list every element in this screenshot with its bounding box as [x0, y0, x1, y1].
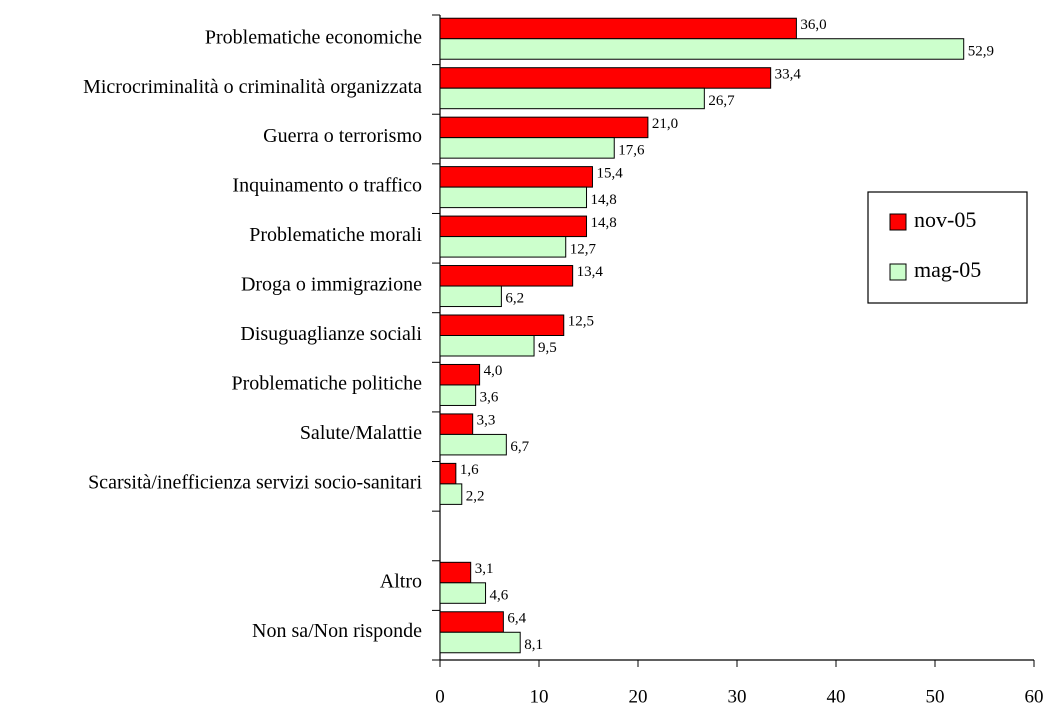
value-label: 36,0 — [800, 17, 826, 33]
category-label: Disuguaglianze sociali — [240, 323, 422, 345]
value-label: 6,7 — [510, 439, 529, 455]
value-label: 4,6 — [490, 587, 509, 603]
bar — [439, 265, 574, 287]
bar — [439, 285, 502, 308]
value-label: 3,3 — [477, 413, 496, 429]
category-label: Inquinamento o traffico — [232, 175, 422, 197]
value-label: 6,4 — [507, 610, 526, 626]
bar — [439, 87, 705, 110]
x-tick-label: 60 — [1025, 686, 1044, 707]
category-label: Scarsità/inefficienza servizi socio-sani… — [88, 471, 422, 493]
bar — [439, 17, 797, 40]
bar — [439, 137, 615, 159]
value-label: 26,7 — [708, 93, 735, 109]
category-label: Problematiche politiche — [232, 373, 423, 395]
category-label: Microcriminalità o criminalità organizza… — [83, 76, 422, 98]
legend-label: mag-05 — [914, 257, 981, 282]
x-tick-label: 0 — [435, 686, 445, 707]
bar — [439, 166, 593, 188]
bar — [439, 433, 507, 456]
legend-label: nov-05 — [914, 207, 976, 232]
category-label: Non sa/Non risponde — [252, 620, 422, 642]
value-label: 14,8 — [591, 215, 617, 231]
value-label: 9,5 — [538, 340, 557, 356]
category-label: Salute/Malattie — [300, 422, 422, 444]
legend-swatch — [889, 213, 907, 231]
bar — [439, 582, 487, 604]
value-label: 14,8 — [591, 192, 617, 208]
value-label: 4,0 — [484, 363, 503, 379]
bar — [439, 236, 567, 258]
category-label: Problematiche economiche — [205, 26, 422, 48]
bar — [439, 413, 474, 435]
value-label: 8,1 — [524, 637, 543, 653]
bar — [439, 38, 965, 60]
value-label: 12,7 — [570, 241, 597, 257]
bar — [439, 384, 477, 406]
bar — [439, 561, 472, 584]
category-label: Droga o immigrazione — [241, 274, 422, 296]
bar — [439, 631, 521, 654]
x-tick-label: 20 — [629, 686, 648, 707]
bar — [439, 462, 457, 485]
bar — [439, 186, 588, 209]
value-label: 21,0 — [652, 116, 678, 132]
value-label: 12,5 — [568, 314, 594, 330]
value-label: 2,2 — [466, 489, 485, 505]
x-tick-label: 10 — [530, 686, 549, 707]
bar — [439, 67, 772, 89]
value-label: 52,9 — [968, 43, 994, 59]
x-tick-label: 30 — [728, 686, 747, 707]
bar — [439, 611, 504, 633]
value-label: 17,6 — [618, 142, 645, 158]
category-label: Altro — [380, 570, 422, 592]
bar — [439, 483, 463, 505]
legend-swatch — [889, 263, 907, 281]
bar — [439, 314, 565, 336]
bar — [439, 363, 481, 386]
bar — [439, 215, 588, 238]
x-tick-label: 50 — [926, 686, 945, 707]
value-label: 3,1 — [475, 561, 494, 577]
category-label: Problematiche morali — [249, 224, 422, 246]
value-label: 15,4 — [596, 165, 623, 181]
legend-box — [867, 191, 1028, 304]
value-label: 3,6 — [480, 390, 499, 406]
value-label: 13,4 — [577, 264, 604, 280]
value-label: 6,2 — [505, 291, 524, 307]
value-label: 33,4 — [775, 66, 802, 82]
bar — [439, 116, 649, 139]
x-tick-label: 40 — [827, 686, 846, 707]
category-label: Guerra o terrorismo — [263, 125, 422, 147]
value-label: 1,6 — [460, 462, 479, 478]
bar — [439, 335, 535, 357]
